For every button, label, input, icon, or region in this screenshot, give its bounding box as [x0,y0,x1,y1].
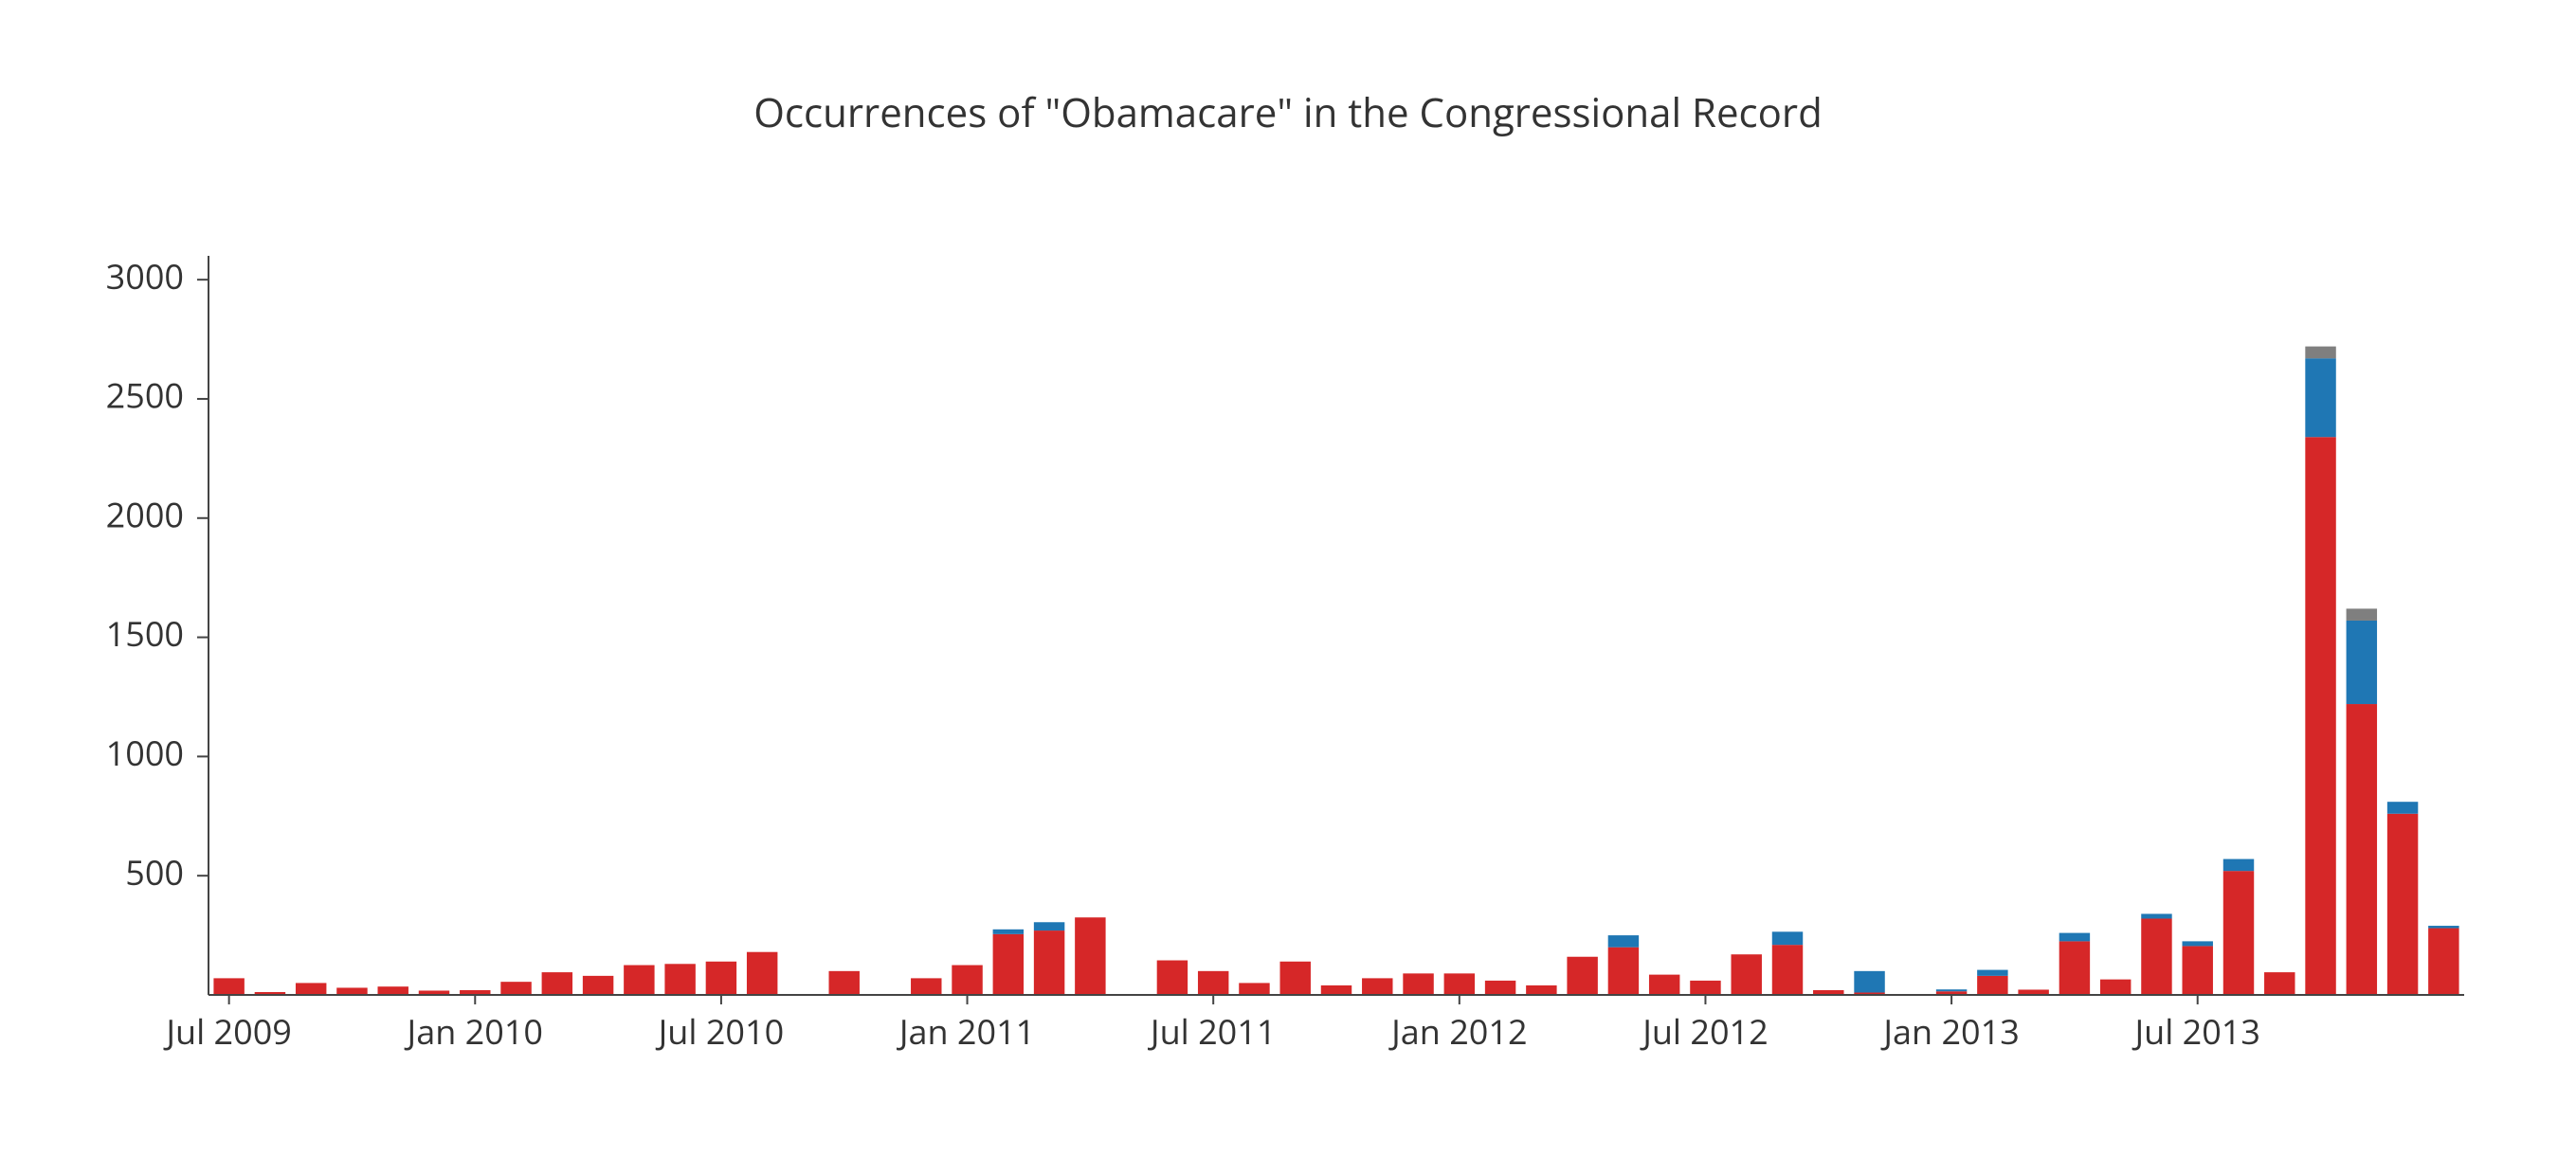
bar-segment [2183,941,2213,946]
y-tick-label: 3000 [106,253,184,299]
bar-segment [2305,347,2335,359]
bar-segment [1732,954,1762,995]
x-tick-label: Jan 2011 [897,1008,1035,1055]
y-tick-label: 2000 [106,491,184,537]
bar-segment [1280,962,1311,995]
y-tick-label: 1500 [106,610,184,657]
bar-segment [2059,941,2090,995]
bar-segment [1608,948,1639,995]
bar-segment [2059,933,2090,942]
bar-segment [1526,985,1556,995]
bar-segment [1198,971,1228,995]
bar-segment [1977,976,2007,995]
bar-segment [624,966,654,995]
bar-segment [500,982,531,995]
bar-segment [1034,930,1064,995]
bar-segment [1321,985,1351,995]
bar-segment [1485,981,1515,995]
chart-bg [0,0,2576,1174]
bar-segment [2223,859,2254,872]
bar-segment [296,983,326,995]
bar-segment [1362,978,1392,995]
bar-segment [993,934,1024,995]
bar-segment [336,987,367,995]
bar-segment [542,972,572,995]
bar-segment [1157,961,1188,995]
bar-segment [1075,917,1105,995]
bar-segment [747,952,777,995]
x-tick-label: Jul 2009 [163,1008,292,1055]
bar-segment [378,986,408,995]
bar-segment [1854,971,1884,993]
y-tick-label: 500 [125,849,184,895]
bar-segment [993,930,1024,934]
bar-segment [1936,989,1967,991]
bar-segment [2223,871,2254,995]
bar-segment [911,978,941,995]
x-tick-label: Jul 2013 [2132,1008,2260,1055]
bar-segment [583,976,613,995]
bar-segment [2347,704,2377,995]
bar-segment [2141,913,2171,918]
bar-segment [2428,929,2458,995]
bar-segment [1772,945,1803,995]
x-tick-label: Jul 2011 [1148,1008,1277,1055]
bar-segment [829,971,860,995]
x-tick-label: Jul 2012 [1640,1008,1769,1055]
y-tick-label: 2500 [106,372,184,419]
bar-segment [2428,926,2458,929]
bar-segment [1772,931,1803,945]
bar-segment [952,966,982,995]
bar-segment [2264,972,2295,995]
chart-title: Occurrences of "Obamacare" in the Congre… [0,85,2576,139]
bar-segment [1403,973,1433,995]
x-tick-label: Jan 2010 [405,1008,543,1055]
bar-segment [2305,437,2335,995]
x-tick-label: Jul 2010 [656,1008,785,1055]
y-tick-label: 1000 [106,730,184,776]
bar-segment [213,978,244,995]
bar-segment [2347,608,2377,621]
bar-segment [2183,946,2213,995]
bar-chart: 500 1000 1500 2000 2500 3000 Jul 2009 Jan 2010 J… [0,0,2576,1174]
chart-container: Occurrences of "Obamacare" in the Congre… [0,0,2576,1174]
bar-segment [1608,935,1639,948]
bar-segment [1690,981,1720,995]
x-tick-label: Jan 2013 [1880,1008,2019,1055]
bar-segment [2347,621,2377,704]
bar-segment [2141,918,2171,995]
bar-segment [664,964,695,995]
bar-segment [2387,814,2418,995]
x-tick-label: Jan 2012 [1388,1008,1527,1055]
bar-segment [1444,973,1475,995]
bar-segment [706,962,736,995]
bar-segment [2100,980,2131,995]
bar-segment [1649,975,1679,995]
bar-segment [1977,970,2007,976]
bar-segment [1567,957,1597,995]
bar-segment [2305,358,2335,437]
bar-segment [1239,983,1269,995]
bar-segment [2387,802,2418,814]
bar-segment [1034,922,1064,930]
